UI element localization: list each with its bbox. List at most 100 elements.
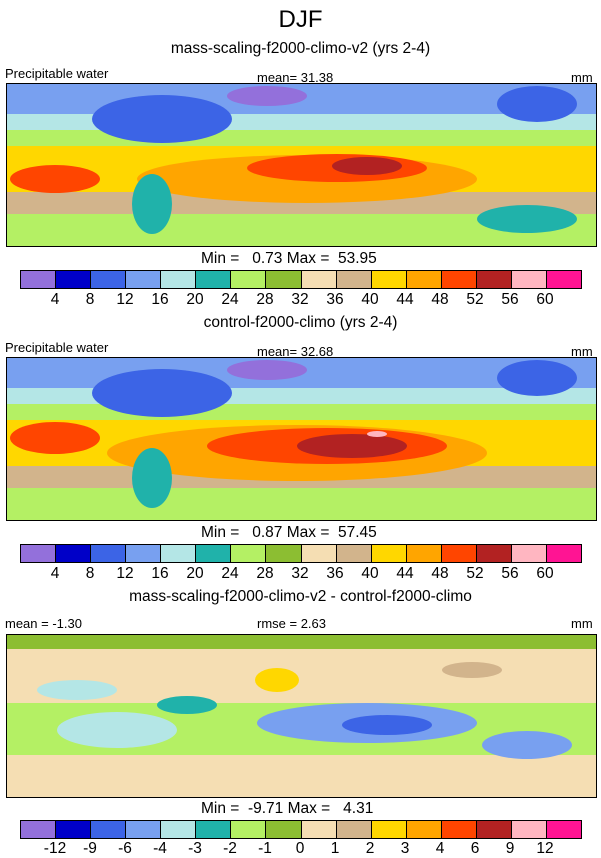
colorbar-tick-label: 56 xyxy=(501,565,519,582)
colorbar-tick-label: 36 xyxy=(326,565,344,582)
panel3-rmse-label: rmse = 2.63 xyxy=(257,616,327,631)
colorbar-swatch xyxy=(336,271,372,288)
colorbar-swatch xyxy=(161,821,197,838)
colorbar-tick-label: 9 xyxy=(505,840,515,857)
colorbar-swatch xyxy=(511,271,547,288)
colorbar-swatch xyxy=(546,821,581,838)
panel2-case-title: control-f2000-climo (yrs 2-4) xyxy=(203,314,398,331)
colorbar-swatch xyxy=(21,545,57,562)
panel1-case-title: mass-scaling-f2000-climo-v2 (yrs 2-4) xyxy=(170,40,431,57)
panel1-min-max: Min = 0.73 Max = 53.95 xyxy=(201,250,377,267)
colorbar-tick-label: -2 xyxy=(223,840,237,857)
colorbar-tick-label: 32 xyxy=(291,565,309,582)
colorbar-tick-label: 36 xyxy=(326,291,344,308)
colorbar-tick-label: 44 xyxy=(396,565,414,582)
panel2-min-max: Min = 0.87 Max = 57.45 xyxy=(201,524,377,541)
colorbar-tick-label: 16 xyxy=(151,565,169,582)
colorbar-tick-label: 60 xyxy=(536,291,554,308)
colorbar-tick-label: 48 xyxy=(431,565,449,582)
colorbar-swatch xyxy=(336,545,372,562)
colorbar-swatch xyxy=(126,271,162,288)
colorbar-swatch xyxy=(511,545,547,562)
panel1-mean-label: mean= 31.38 xyxy=(257,70,334,85)
colorbar-tick-label: 6 xyxy=(470,840,480,857)
colorbar-swatch xyxy=(546,545,581,562)
colorbar-tick-label: 4 xyxy=(50,291,60,308)
colorbar-tick-label: 28 xyxy=(256,565,274,582)
colorbar-tick-label: 32 xyxy=(291,291,309,308)
panel1-units-label: mm xyxy=(571,70,593,85)
colorbar-tick-label: 12 xyxy=(116,565,134,582)
colorbar-tick-label: -12 xyxy=(43,840,67,857)
colorbar-tick-label: -3 xyxy=(188,840,202,857)
colorbar-swatch xyxy=(21,821,57,838)
colorbar-swatch xyxy=(231,821,267,838)
colorbar-swatch xyxy=(126,545,162,562)
colorbar-swatch xyxy=(476,821,512,838)
colorbar-tick-label: 2 xyxy=(365,840,375,857)
panel1-variable-label: Precipitable water xyxy=(5,66,109,81)
colorbar-tick-label: 56 xyxy=(501,291,519,308)
panel3-colorbar xyxy=(20,820,582,839)
colorbar-swatch xyxy=(161,271,197,288)
panel1-colorbar xyxy=(20,270,582,289)
colorbar-tick-label: 20 xyxy=(186,565,204,582)
panel1-colorbar-ticks: 4 8 12 16 20 24 28 32 36 40 44 48 52 56 60 xyxy=(20,291,580,309)
colorbar-swatch xyxy=(371,271,407,288)
colorbar-swatch xyxy=(231,545,267,562)
colorbar-swatch xyxy=(371,821,407,838)
colorbar-swatch xyxy=(56,271,92,288)
panel2-mean-label: mean= 32.68 xyxy=(257,344,334,359)
colorbar-swatch xyxy=(91,821,127,838)
colorbar-swatch xyxy=(511,821,547,838)
figure-title: DJF xyxy=(278,6,323,33)
colorbar-swatch xyxy=(266,545,302,562)
colorbar-tick-label: 0 xyxy=(295,840,305,857)
colorbar-swatch xyxy=(196,821,232,838)
colorbar-tick-label: 28 xyxy=(256,291,274,308)
colorbar-swatch xyxy=(546,271,581,288)
colorbar-swatch xyxy=(476,271,512,288)
colorbar-tick-label: 8 xyxy=(85,565,95,582)
colorbar-tick-label: 24 xyxy=(221,291,239,308)
colorbar-tick-label: 4 xyxy=(50,565,60,582)
colorbar-tick-label: 8 xyxy=(85,291,95,308)
panel2-colorbar xyxy=(20,544,582,563)
panel3-mean-label: mean = -1.30 xyxy=(5,616,82,631)
colorbar-tick-label: 12 xyxy=(116,291,134,308)
colorbar-tick-label: -1 xyxy=(258,840,272,857)
colorbar-tick-label: 16 xyxy=(151,291,169,308)
colorbar-swatch xyxy=(301,545,337,562)
colorbar-swatch xyxy=(91,271,127,288)
colorbar-tick-label: 3 xyxy=(400,840,410,857)
colorbar-swatch xyxy=(336,821,372,838)
colorbar-swatch xyxy=(301,821,337,838)
colorbar-tick-label: 12 xyxy=(536,840,554,857)
colorbar-swatch xyxy=(56,545,92,562)
colorbar-swatch xyxy=(441,271,477,288)
colorbar-swatch xyxy=(91,545,127,562)
colorbar-swatch xyxy=(406,821,442,838)
panel3-map-field xyxy=(7,635,596,797)
colorbar-swatch xyxy=(406,545,442,562)
panel2-map-field xyxy=(7,358,596,520)
colorbar-tick-label: 48 xyxy=(431,291,449,308)
panel2-variable-label: Precipitable water xyxy=(5,340,109,355)
colorbar-swatch xyxy=(266,821,302,838)
colorbar-swatch xyxy=(196,271,232,288)
panel3-map xyxy=(6,634,597,798)
colorbar-tick-label: -9 xyxy=(83,840,97,857)
panel3-units-label: mm xyxy=(571,616,593,631)
colorbar-swatch xyxy=(476,545,512,562)
colorbar-swatch xyxy=(301,271,337,288)
colorbar-tick-label: 24 xyxy=(221,565,239,582)
colorbar-swatch xyxy=(126,821,162,838)
colorbar-tick-label: 52 xyxy=(466,565,484,582)
colorbar-tick-label: 40 xyxy=(361,565,379,582)
colorbar-swatch xyxy=(231,271,267,288)
colorbar-swatch xyxy=(21,271,57,288)
panel2-map xyxy=(6,357,597,521)
panel3-min-max: Min = -9.71 Max = 4.31 xyxy=(201,800,374,817)
panel2-units-label: mm xyxy=(571,344,593,359)
colorbar-tick-label: 1 xyxy=(330,840,340,857)
